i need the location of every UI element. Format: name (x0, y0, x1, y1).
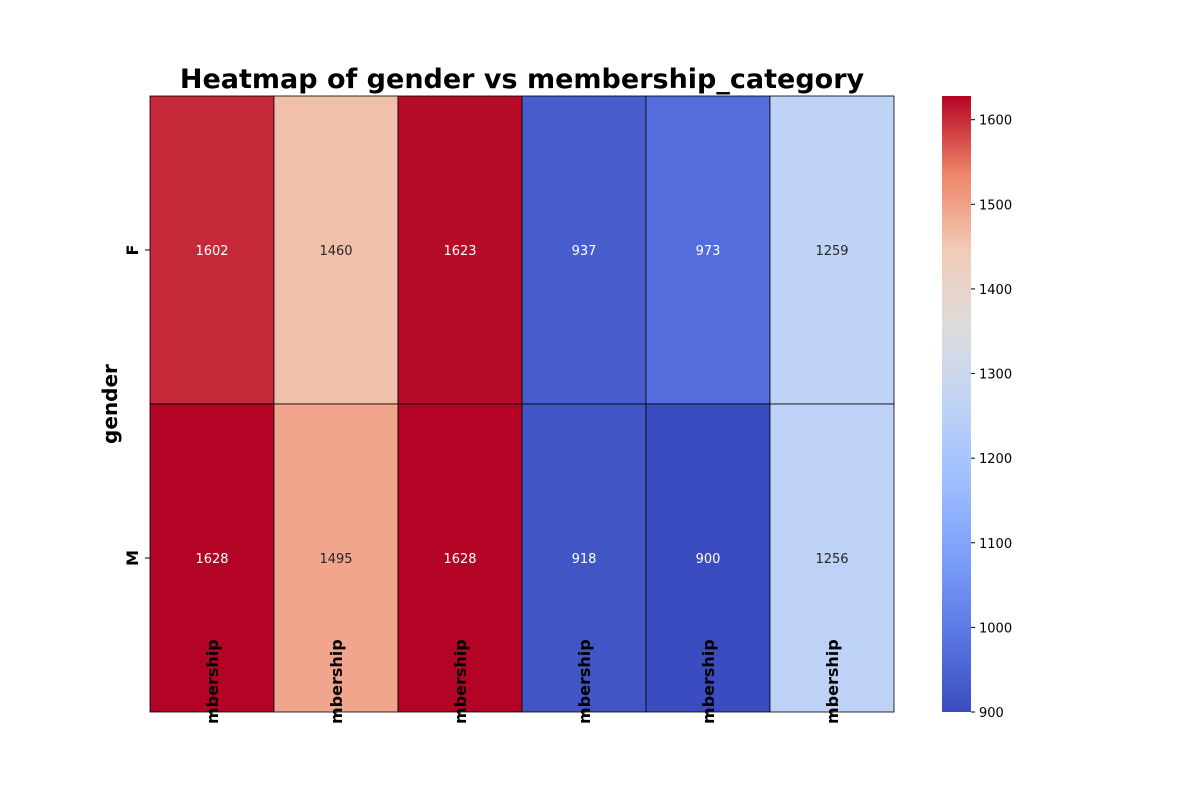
colorbar-tick-label: 1500 (979, 198, 1012, 213)
heatmap-cell (149, 403, 275, 713)
heatmap-cell (397, 95, 523, 405)
colorbar-tick-label: 1000 (979, 621, 1012, 636)
x-tick-label: mbership (823, 639, 842, 724)
cell-value-label: 937 (572, 244, 597, 259)
y-tick-labels: FM (123, 245, 150, 566)
y-axis-label: gender (98, 364, 122, 444)
cell-value-label: 1623 (443, 244, 476, 259)
colorbar-gradient (942, 96, 971, 712)
x-tick-label: mbership (699, 639, 718, 724)
y-tick-label: F (123, 245, 142, 256)
cell-value-label: 1259 (815, 244, 848, 259)
cell-value-label: 973 (696, 244, 721, 259)
cell-value-label: 918 (572, 552, 597, 567)
colorbar-tick-label: 900 (979, 706, 1004, 721)
heatmap-cell (273, 403, 399, 713)
colorbar-tick-label: 1100 (979, 537, 1012, 552)
heatmap-cell (769, 95, 895, 405)
cell-value-label: 1495 (319, 552, 352, 567)
heatmap-cell (769, 403, 895, 713)
colorbar: 900 1000 1100 1200 1300 1400 1500 1600 (942, 96, 1012, 721)
chart-title: Heatmap of gender vs membership_category (180, 64, 865, 95)
cell-value-label: 1460 (319, 244, 352, 259)
cell-value-label: 900 (696, 552, 721, 567)
x-tick-labels: mbership mbership mbership mbership mbership… (203, 639, 842, 724)
y-tick-label: M (123, 550, 142, 566)
heatmap-cell (149, 95, 275, 405)
x-tick-label: mbership (575, 639, 594, 724)
heatmap-cell (521, 403, 647, 713)
colorbar-tick-label: 1200 (979, 452, 1012, 467)
x-tick-label: mbership (327, 639, 346, 724)
cell-value-label: 1628 (195, 552, 228, 567)
colorbar-tick-label: 1600 (979, 114, 1012, 129)
heatmap-cell (645, 95, 771, 405)
cell-value-label: 1602 (195, 244, 228, 259)
heatmap-cell (521, 95, 647, 405)
heatmap-cells: 1602 1460 1623 937 973 1259 1628 1495 1628 918 900… (149, 95, 895, 713)
colorbar-tick-label: 1300 (979, 368, 1012, 383)
cell-value-label: 1256 (815, 552, 848, 567)
colorbar-tick-label: 1400 (979, 283, 1012, 298)
cell-value-label: 1628 (443, 552, 476, 567)
x-tick-label: mbership (203, 639, 222, 724)
heatmap-cell (273, 95, 399, 405)
x-tick-label: mbership (451, 639, 470, 724)
